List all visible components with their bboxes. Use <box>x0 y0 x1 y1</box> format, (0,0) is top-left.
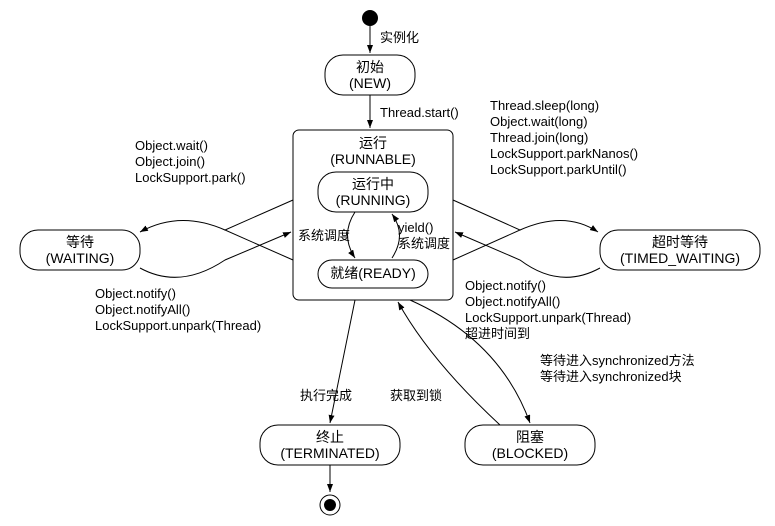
new-line2: (NEW) <box>349 75 391 91</box>
nm0: Object.notify() <box>95 286 176 301</box>
label-exec-complete: 执行完成 <box>300 388 352 403</box>
nm1: Object.notifyAll() <box>95 302 190 317</box>
sm0: 等待进入synchronized方法 <box>540 353 695 368</box>
term-line2: (TERMINATED) <box>280 445 379 461</box>
tn0: Object.notify() <box>465 278 546 293</box>
running-line1: 运行中 <box>352 176 394 192</box>
tm4: LockSupport.parkUntil() <box>490 162 627 177</box>
tn1: Object.notifyAll() <box>465 294 560 309</box>
label-sysched1: 系统调度 <box>298 228 350 243</box>
end-node-inner <box>324 499 336 511</box>
wm2: LockSupport.park() <box>135 170 246 185</box>
label-yield: yield() <box>398 220 433 235</box>
start-node <box>362 10 378 26</box>
tw-line2: (TIMED_WAITING) <box>620 250 740 266</box>
waiting-line1: 等待 <box>66 234 94 250</box>
ready-line1: 就绪(READY) <box>330 265 416 281</box>
new-line1: 初始 <box>356 59 384 75</box>
tn3: 超进时间到 <box>465 326 530 341</box>
waiting-line2: (WAITING) <box>46 250 115 266</box>
tn2: LockSupport.unpark(Thread) <box>465 310 631 325</box>
label-sysched2: 系统调度 <box>398 236 450 251</box>
label-thread-start: Thread.start() <box>380 105 459 120</box>
blk-line1: 阻塞 <box>516 429 544 445</box>
label-get-lock: 获取到锁 <box>390 388 442 403</box>
tm3: LockSupport.parkNanos() <box>490 146 638 161</box>
tm0: Thread.sleep(long) <box>490 98 599 113</box>
running-line2: (RUNNING) <box>336 192 411 208</box>
wm0: Object.wait() <box>135 138 208 153</box>
tw-line1: 超时等待 <box>652 234 708 250</box>
nm2: LockSupport.unpark(Thread) <box>95 318 261 333</box>
wm1: Object.join() <box>135 154 205 169</box>
runnable-sub: (RUNNABLE) <box>330 151 416 167</box>
term-line1: 终止 <box>316 429 344 445</box>
label-instantiate: 实例化 <box>380 30 419 45</box>
runnable-title: 运行 <box>359 135 387 151</box>
tm1: Object.wait(long) <box>490 114 588 129</box>
blk-line2: (BLOCKED) <box>492 445 568 461</box>
sm1: 等待进入synchronized块 <box>540 369 682 384</box>
tm2: Thread.join(long) <box>490 130 588 145</box>
